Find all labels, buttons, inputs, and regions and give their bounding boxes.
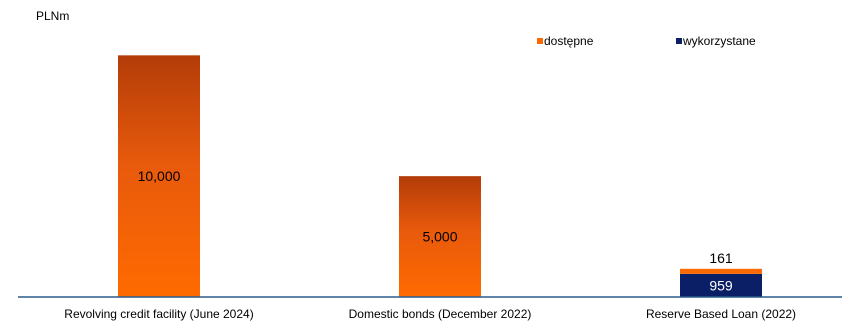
x-tick-label-1: Domestic bonds (December 2022): [349, 307, 532, 321]
x-tick-labels-group: Revolving credit facility (June 2024) Dom…: [64, 307, 796, 321]
data-label-dostępne-0: 10,000: [138, 168, 181, 184]
legend-swatch-dostępne: [537, 38, 543, 44]
legend-label-dostępne: dostępne: [544, 34, 594, 48]
bar-wykorzystane-2: [680, 273, 762, 297]
x-tick-label-0: Revolving credit facility (June 2024): [64, 307, 253, 321]
bar-dostępne-1: [399, 176, 481, 297]
bar-dostępne-2: [680, 268, 762, 274]
data-label-wykorzystane-2: 959: [709, 277, 733, 293]
legend: dostępne wykorzystane: [537, 34, 756, 48]
data-labels-group: 10,000 5,000 959 161: [138, 168, 733, 293]
x-tick-label-2: Reserve Based Loan (2022): [646, 307, 796, 321]
legend-swatch-wykorzystane: [676, 38, 682, 44]
bar-dostępne-0: [118, 55, 200, 298]
legend-label-wykorzystane: wykorzystane: [682, 34, 756, 48]
bars-group: [118, 55, 762, 298]
data-label-dostępne-1: 5,000: [422, 229, 457, 245]
unit-label: PLNm: [36, 9, 69, 23]
data-label-dostępne-2: 161: [709, 250, 733, 266]
